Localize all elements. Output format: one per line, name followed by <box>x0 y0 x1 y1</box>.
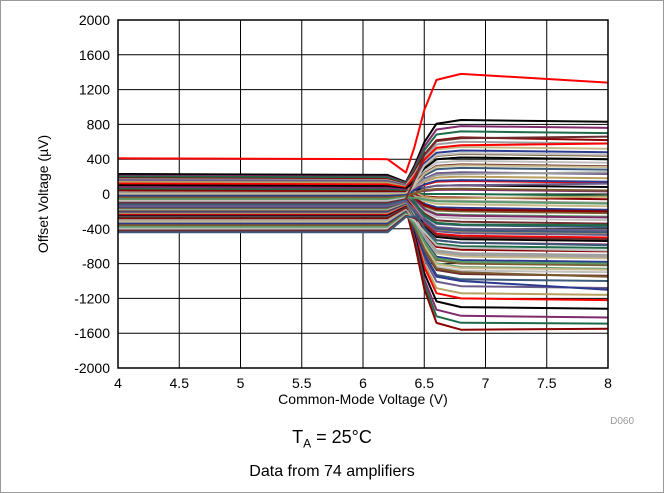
y-axis-title: Offset Voltage (µV) <box>35 135 51 253</box>
x-tick-labels: 4 4.5 5 5.5 6 6.5 7 7.5 8 <box>114 375 612 391</box>
y-tick-label: 2000 <box>79 12 110 28</box>
series-line <box>118 208 609 258</box>
series-line <box>117 186 609 219</box>
series-line <box>118 179 609 197</box>
series-lines <box>117 72 609 331</box>
series-line <box>118 213 609 252</box>
temperature-condition: TA = 25°C <box>0 427 664 451</box>
series-line <box>117 72 609 174</box>
x-tick-label: 7.5 <box>537 375 557 391</box>
series-line <box>118 135 609 204</box>
sample-note: Data from 74 amplifiers <box>249 463 415 480</box>
y-tick-labels: 2000 1600 1200 800 400 0 -400 -800 -1200 -1600 -20… <box>74 12 110 376</box>
y-tick-label: 0 <box>102 186 110 202</box>
series-line <box>118 209 609 271</box>
x-tick-label: 5.5 <box>292 375 312 391</box>
x-tick-label: 5 <box>237 375 245 391</box>
series-line <box>118 207 609 331</box>
series-line <box>118 152 609 202</box>
y-tick-label: -1200 <box>74 290 110 306</box>
y-tick-label: 1200 <box>79 82 110 98</box>
series-line <box>117 189 609 213</box>
series-line <box>118 210 609 291</box>
condition-value: = 25°C <box>311 427 372 447</box>
series-line <box>117 180 609 200</box>
x-axis-title: Common-Mode Voltage (V) <box>278 391 448 407</box>
series-line <box>118 196 609 205</box>
y-tick-label: -2000 <box>74 360 110 376</box>
series-line <box>118 211 609 278</box>
y-tick-label: -400 <box>82 221 110 237</box>
series-line <box>117 130 609 185</box>
condition-subscript: A <box>303 436 312 451</box>
y-tick-label: -1600 <box>74 325 110 341</box>
series-line <box>117 119 609 183</box>
y-tick-label: 1600 <box>79 47 110 63</box>
y-tick-label: 400 <box>87 151 111 167</box>
x-tick-label: 4 <box>114 375 122 391</box>
x-tick-label: 4.5 <box>170 375 190 391</box>
x-tick-label: 6 <box>359 375 367 391</box>
y-tick-label: 800 <box>87 116 111 132</box>
condition-symbol: T <box>292 427 304 447</box>
series-line <box>118 164 609 195</box>
series-line <box>118 212 609 265</box>
x-tick-label: 7 <box>482 375 490 391</box>
plot-border <box>117 19 609 369</box>
offset-voltage-chart: 4 4.5 5 5.5 6 6.5 7 7.5 8 2000 1600 1200 800 400 0 -40… <box>35 12 634 425</box>
series-line <box>118 199 609 247</box>
y-tick-label: -800 <box>82 256 110 272</box>
series-line <box>118 200 609 236</box>
series-line <box>117 187 609 227</box>
figure-code: D060 <box>610 416 634 425</box>
x-tick-label: 6.5 <box>415 375 435 391</box>
series-line <box>118 187 609 199</box>
x-tick-label: 8 <box>604 375 612 391</box>
